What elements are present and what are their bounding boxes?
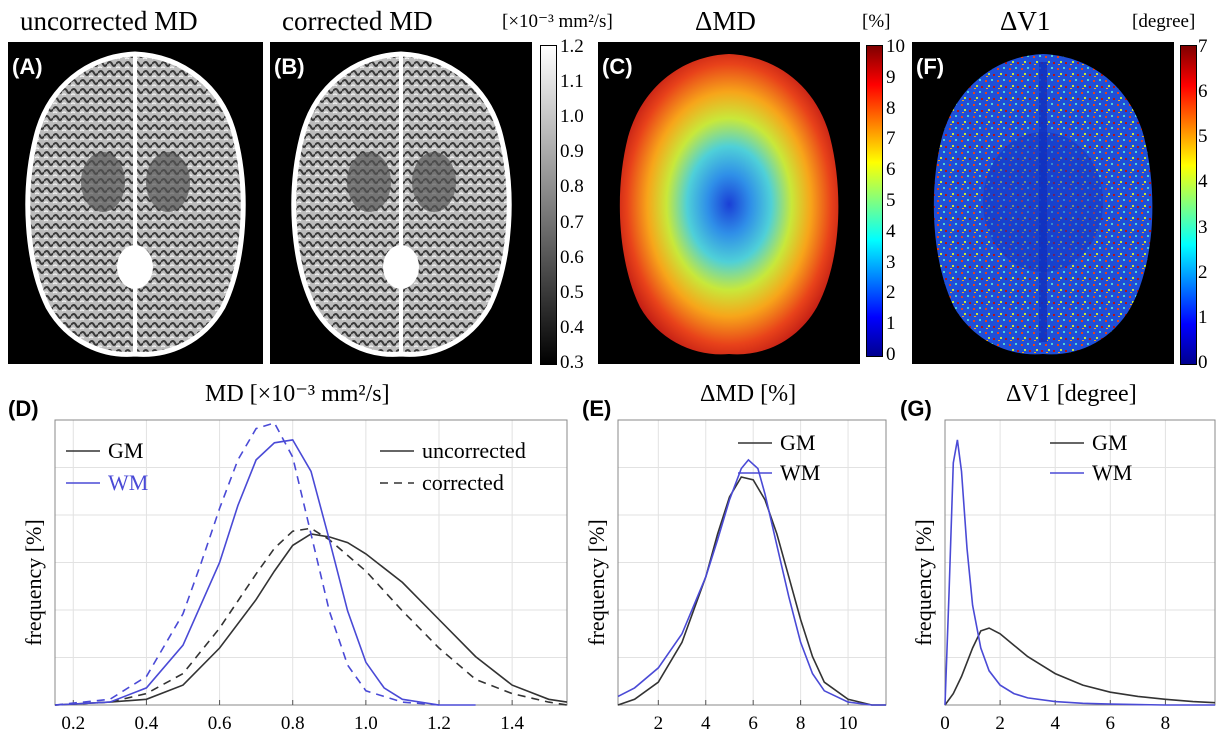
map-b-image: (B) (270, 42, 532, 364)
dmd-colorbar-tick: 9 (886, 66, 896, 88)
dv1-colorbar-tick: 3 (1198, 216, 1208, 238)
map-a-image: (A) (8, 42, 263, 364)
x-tick-label: 0 (940, 713, 950, 734)
map-a-title: uncorrected MD (20, 6, 198, 36)
legend-label: GM (1092, 430, 1127, 455)
legend-label: uncorrected (422, 438, 526, 463)
dv1-colorbar-tick: 7 (1198, 36, 1208, 57)
map-b-label: (B) (274, 54, 305, 79)
dv1-colorbar-tick: 4 (1198, 171, 1208, 193)
dv1-histogram-chart: 0 2 4 6 8 frequency [%] GM WM (911, 419, 1216, 734)
y-axis-label: frequency [%] (584, 519, 609, 645)
map-f-image: (F) (912, 42, 1174, 364)
dmd-colorbar-tick: 2 (886, 282, 896, 304)
legend-label: GM (108, 438, 143, 463)
map-f-title: ΔV1 (1000, 6, 1051, 36)
series-line-gm-corrected (54, 527, 568, 706)
brain-dv1-map (933, 54, 1153, 355)
md-histogram-chart: 0.2 0.4 0.6 0.8 1.0 1.2 1.4 frequency [%] GM WM un… (21, 419, 568, 734)
md-colorbar (540, 45, 557, 365)
map-b-title: corrected MD (282, 6, 433, 36)
md-colorbar-tick: 0.3 (560, 352, 584, 373)
legend-label: GM (780, 430, 815, 455)
x-tick-label: 6 (1106, 713, 1116, 734)
series-line-wm (944, 439, 1215, 706)
x-tick-label: 0.2 (61, 713, 85, 734)
brain-grayscale-a (25, 51, 246, 357)
dmd-unit: [%] (862, 11, 891, 32)
dmd-colorbar-tick: 10 (886, 36, 905, 57)
x-tick-label: 4 (701, 713, 711, 734)
plot-frame (944, 419, 1216, 706)
map-a-label: (A) (12, 54, 43, 79)
dv1-colorbar-tick: 0 (1198, 352, 1208, 373)
chart-g-label: (G) (900, 396, 932, 421)
x-tick-label: 0.8 (281, 713, 305, 734)
y-axis-label: frequency [%] (21, 519, 46, 645)
series-line-gm-uncorrected (54, 533, 568, 706)
plot-frame (54, 419, 568, 706)
dmd-colorbar-tick: 0 (886, 344, 896, 365)
x-tick-label: 1.0 (354, 713, 378, 734)
chart-g-title: ΔV1 [degree] (1006, 381, 1137, 407)
series-line-wm-uncorrected (54, 439, 476, 706)
md-colorbar-tick: 0.9 (560, 141, 584, 163)
legend-label: WM (108, 470, 148, 495)
dmd-histogram-chart: 2 4 6 8 10 frequency [%] GM WM (584, 419, 887, 734)
chart-e-title: ΔMD [%] (700, 381, 797, 407)
md-colorbar-tick: 0.6 (560, 246, 584, 268)
dmd-colorbar-tick: 1 (886, 313, 896, 335)
x-tick-label: 0.4 (135, 713, 159, 734)
x-tick-label: 1.2 (427, 713, 451, 734)
chart-e-label: (E) (582, 396, 612, 421)
x-tick-label: 2 (654, 713, 664, 734)
series-line-gm (617, 476, 886, 706)
map-f-label: (F) (916, 54, 945, 79)
map-c-label: (C) (602, 54, 633, 79)
md-colorbar-tick: 0.5 (560, 281, 584, 303)
legend-label: corrected (422, 470, 504, 495)
chart-d-title: MD [×10⁻³ mm²/s] (205, 381, 390, 407)
x-tick-label: 4 (1050, 713, 1060, 734)
dmd-colorbar-tick: 4 (886, 220, 896, 242)
brain-grayscale-b (291, 51, 512, 357)
dv1-colorbar-tick: 2 (1198, 261, 1208, 283)
dv1-unit: [degree] (1132, 11, 1196, 32)
series-line-wm (617, 458, 886, 706)
x-tick-label: 0.6 (208, 713, 232, 734)
md-colorbar-tick: 1.1 (560, 71, 584, 93)
md-colorbar-tick: 1.2 (560, 36, 584, 57)
legend-label: WM (780, 460, 820, 485)
dmd-colorbar (866, 45, 883, 357)
x-tick-label: 10 (839, 713, 858, 734)
x-tick-label: 8 (796, 713, 806, 734)
x-tick-label: 8 (1161, 713, 1171, 734)
series-line-wm-corrected (54, 421, 440, 706)
dv1-colorbar-tick: 6 (1198, 81, 1208, 103)
series-line-gm (944, 627, 1216, 706)
md-colorbar-tick: 0.7 (560, 211, 584, 233)
plot-frame (617, 419, 887, 706)
md-colorbar-tick: 0.4 (560, 316, 584, 338)
x-tick-label: 6 (748, 713, 758, 734)
x-tick-label: 2 (995, 713, 1005, 734)
y-axis-label: frequency [%] (911, 519, 936, 645)
dv1-colorbar (1180, 45, 1197, 365)
legend-label: WM (1092, 460, 1132, 485)
dv1-colorbar-tick: 1 (1198, 306, 1208, 328)
md-colorbar-tick: 1.0 (560, 106, 584, 128)
md-colorbar-tick: 0.8 (560, 176, 584, 198)
dv1-colorbar-tick: 5 (1198, 126, 1208, 148)
dmd-colorbar-tick: 3 (886, 251, 896, 273)
dmd-colorbar-tick: 5 (886, 190, 896, 211)
x-tick-label: 1.4 (500, 713, 524, 734)
dmd-colorbar-tick: 7 (886, 128, 896, 150)
dmd-colorbar-tick: 8 (886, 97, 896, 119)
chart-d-label: (D) (8, 396, 39, 421)
dmd-colorbar-tick: 6 (886, 159, 896, 181)
map-c-image: (C) (598, 42, 860, 364)
map-c-title: ΔMD (695, 6, 756, 36)
md-unit: [×10⁻³ mm²/s] (502, 11, 613, 32)
brain-dmd-map (619, 54, 839, 355)
